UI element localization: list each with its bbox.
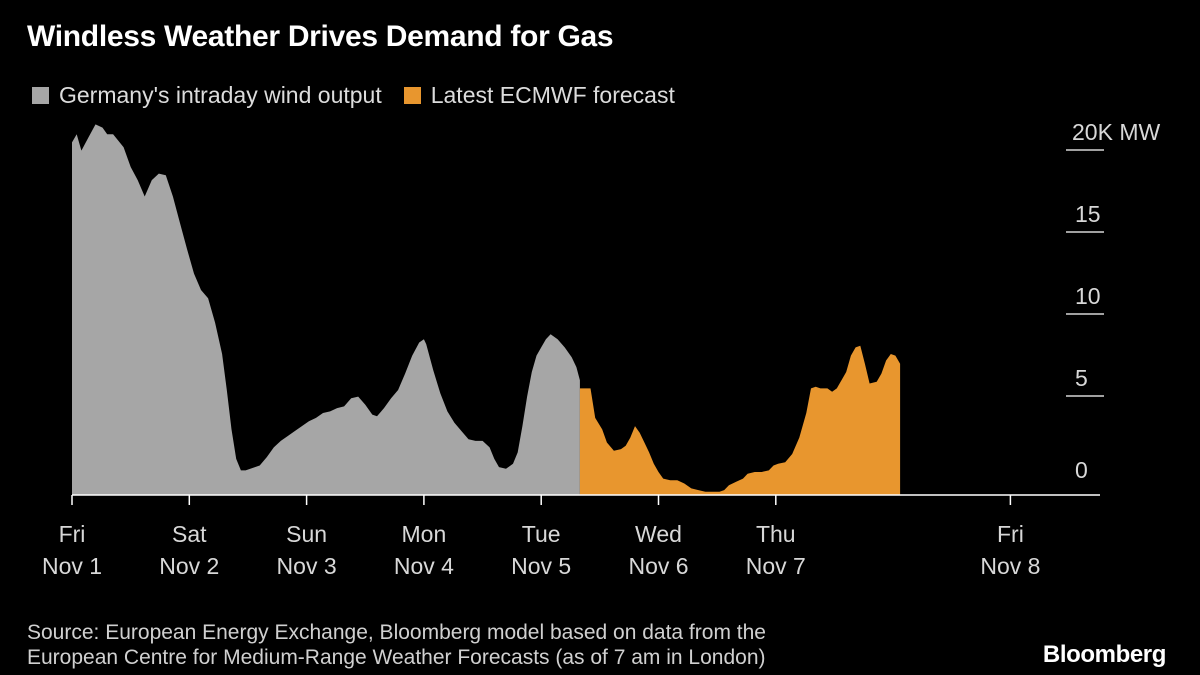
y-tick-label: 20K MW bbox=[1072, 119, 1160, 145]
legend-item-wind-output: Germany's intraday wind output bbox=[32, 82, 382, 109]
y-tick-label: 5 bbox=[1075, 365, 1088, 391]
x-tick-label-day: Fri bbox=[59, 521, 86, 547]
chart-title: Windless Weather Drives Demand for Gas bbox=[27, 20, 614, 53]
source-note: Source: European Energy Exchange, Bloomb… bbox=[27, 620, 766, 670]
x-tick-label-date: Nov 5 bbox=[511, 553, 571, 579]
legend-label-ecmwf-forecast: Latest ECMWF forecast bbox=[430, 82, 675, 108]
x-tick-label-day: Sat bbox=[172, 521, 207, 547]
legend-label-wind-output: Germany's intraday wind output bbox=[59, 82, 382, 108]
x-tick-label-day: Tue bbox=[522, 521, 561, 547]
legend-swatch-wind-output bbox=[32, 87, 49, 104]
x-tick-label-day: Fri bbox=[997, 521, 1024, 547]
y-tick-label: 15 bbox=[1075, 201, 1101, 227]
x-tick-label-date: Nov 3 bbox=[277, 553, 337, 579]
bloomberg-logo: Bloomberg bbox=[1042, 641, 1166, 668]
y-tick-label: 10 bbox=[1075, 283, 1101, 309]
x-tick-label-date: Nov 6 bbox=[628, 553, 688, 579]
x-tick-label-day: Thu bbox=[756, 521, 796, 547]
x-tick-label-date: Nov 1 bbox=[42, 553, 102, 579]
x-tick-label-date: Nov 7 bbox=[746, 553, 806, 579]
x-tick-label-date: Nov 8 bbox=[980, 553, 1040, 579]
ecmwf-forecast-area bbox=[579, 345, 901, 495]
y-tick-label: 0 bbox=[1075, 457, 1088, 483]
source-line-1: Source: European Energy Exchange, Bloomb… bbox=[27, 621, 766, 644]
x-tick-label-day: Wed bbox=[635, 521, 682, 547]
x-tick-label-day: Sun bbox=[286, 521, 327, 547]
legend-item-ecmwf-forecast: Latest ECMWF forecast bbox=[403, 82, 675, 109]
x-tick-label-date: Nov 4 bbox=[394, 553, 454, 579]
legend-swatch-ecmwf-forecast bbox=[403, 87, 421, 104]
chart-legend: Germany's intraday wind output Latest EC… bbox=[32, 82, 697, 109]
x-tick-label-date: Nov 2 bbox=[159, 553, 219, 579]
source-line-2: European Centre for Medium-Range Weather… bbox=[27, 646, 766, 669]
x-tick-label-day: Mon bbox=[402, 521, 447, 547]
wind-output-area bbox=[72, 124, 580, 496]
